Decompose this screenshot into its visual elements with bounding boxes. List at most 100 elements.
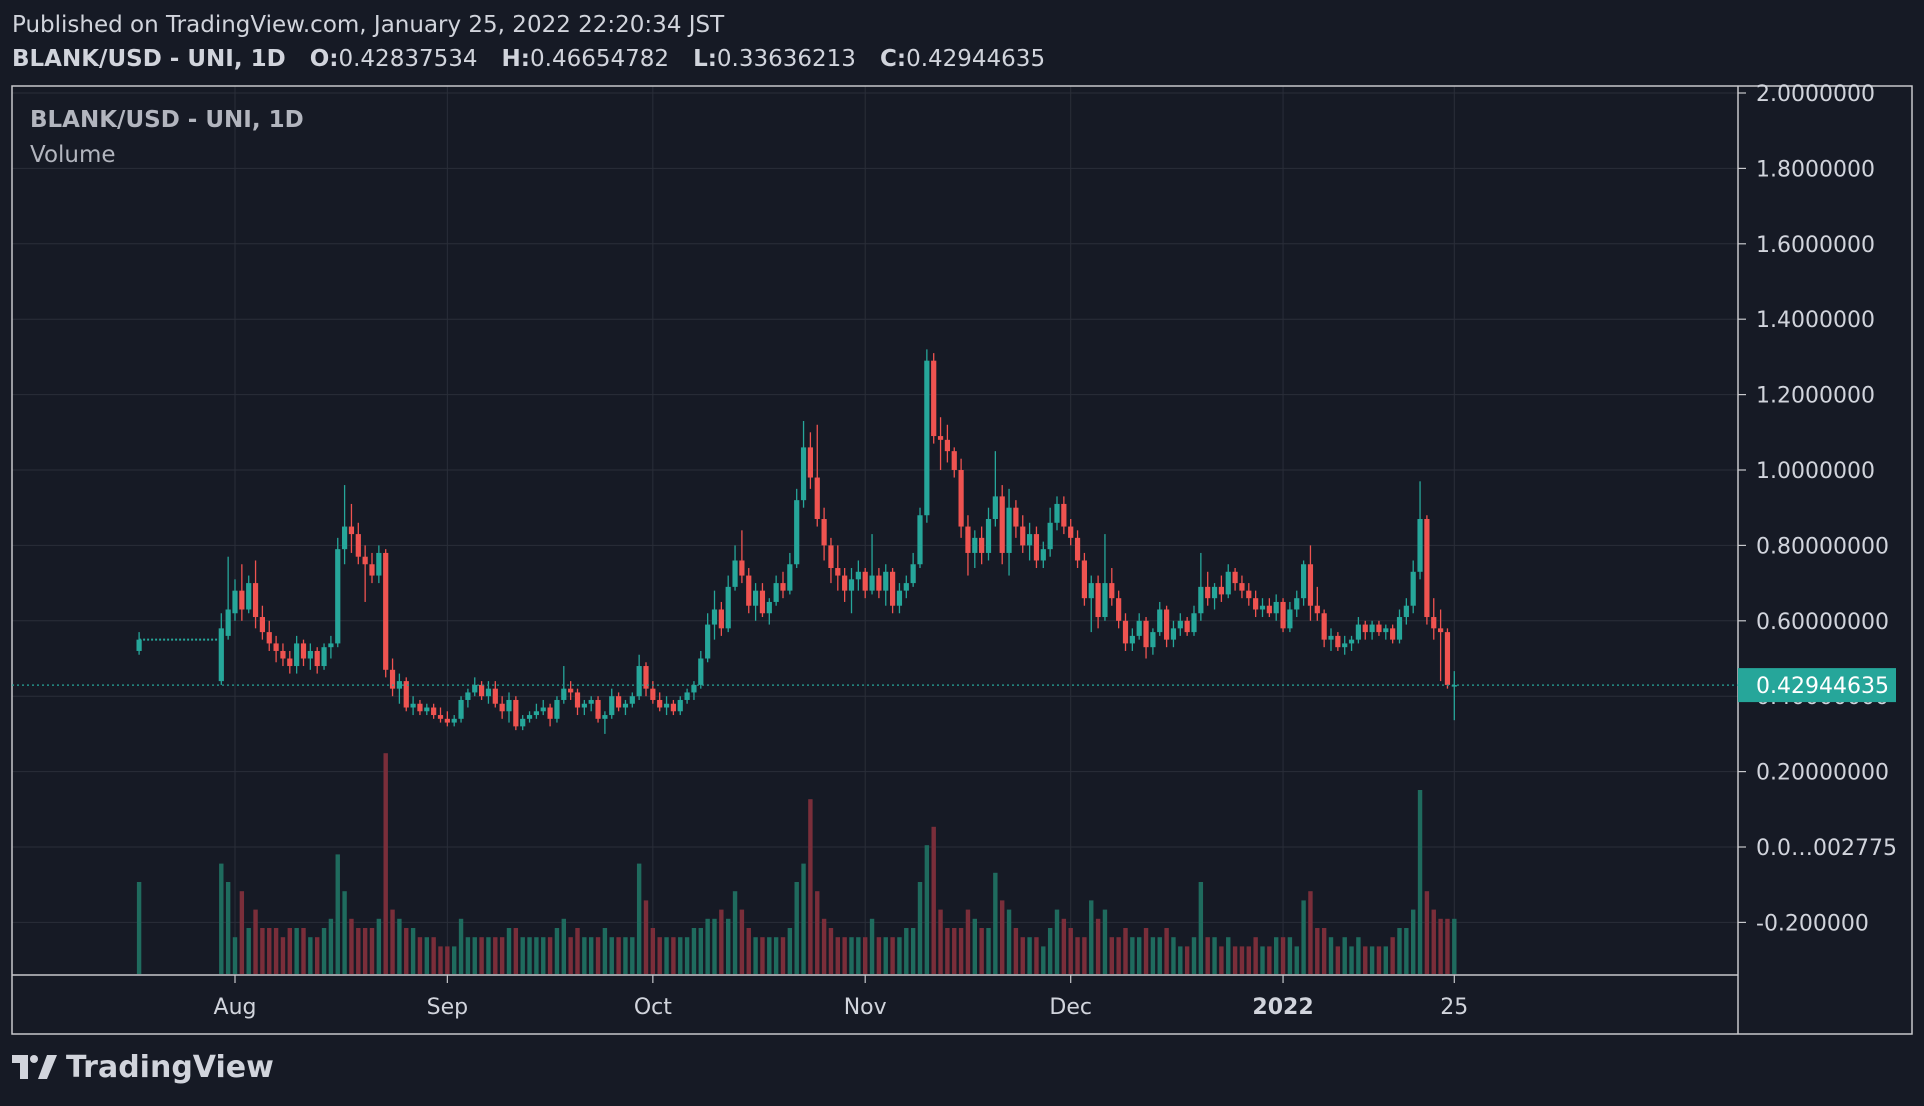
volume-bar (972, 918, 977, 974)
candle-body (1054, 503, 1060, 523)
candle-body (1102, 583, 1108, 618)
volume-bar (1000, 900, 1005, 974)
candle-body (1273, 601, 1279, 614)
candle-body (485, 688, 492, 697)
candle-body (383, 552, 389, 670)
legend-volume[interactable]: Volume (30, 142, 116, 168)
volume-bar (842, 937, 847, 974)
volume-bar (225, 882, 231, 974)
ohlc-symbol: BLANK/USD - UNI, 1D (12, 46, 286, 72)
volume-bar (1280, 937, 1286, 974)
volume-bar (445, 946, 450, 974)
price-axis[interactable]: 2.0000000 1.8000000 1.6000000 1.4000000 1.20… (1738, 82, 1897, 936)
candle-body (835, 568, 841, 576)
volume-bar (821, 918, 827, 974)
volume-bar (1335, 946, 1341, 974)
candle-body (376, 552, 382, 576)
volume-bar (1301, 900, 1306, 974)
volume-bar (1054, 909, 1060, 974)
candle-body (389, 669, 396, 689)
volume-bar (369, 928, 375, 974)
tradingview-logo[interactable]: TradingView (12, 1050, 274, 1085)
volume-bar (794, 882, 799, 974)
candle-body (1129, 635, 1135, 644)
candle-body (218, 628, 224, 682)
candle-body (869, 575, 875, 591)
volume-bar (1274, 937, 1279, 974)
price-tick-label: 1.6000000 (1756, 233, 1875, 258)
volume-bar (1150, 937, 1156, 974)
volume-bar (417, 937, 423, 974)
price-tick-label: 0.80000000 (1756, 534, 1889, 559)
volume-bar (1390, 937, 1395, 974)
candle-body (1116, 598, 1122, 621)
volume-bar (1349, 946, 1354, 974)
volume-bar (636, 863, 642, 974)
grid-lines (12, 86, 1738, 975)
candle-body (451, 718, 457, 723)
volume-bar (335, 854, 340, 974)
price-tick-label: 1.0000000 (1756, 459, 1875, 484)
volume-bar (308, 937, 313, 974)
volume-bar (1315, 928, 1320, 974)
volume-bar (273, 928, 279, 974)
candle-body (814, 477, 820, 520)
volume-bar (746, 928, 751, 974)
close-label: C: (879, 46, 907, 72)
candle-body (910, 564, 916, 584)
volume-bar (315, 937, 320, 974)
volume-bar (863, 937, 868, 974)
legend-symbol[interactable]: BLANK/USD - UNI, 1D (30, 107, 304, 133)
candle-body (314, 650, 320, 667)
volume-bar (458, 918, 464, 974)
candle-body (232, 590, 238, 614)
candle-body (684, 692, 690, 700)
candle-body (1225, 571, 1231, 595)
candle-body (1259, 605, 1266, 610)
candle-body (1232, 571, 1238, 584)
candle-body (999, 496, 1005, 553)
volume-bar (705, 918, 710, 974)
volume-bar (136, 882, 142, 974)
time-axis[interactable]: Aug Sep Oct Nov Dec 2022 25 (214, 975, 1469, 1020)
volume-bar (1157, 937, 1162, 974)
volume-bar (239, 891, 245, 974)
candle-body (437, 715, 444, 719)
candle-body (876, 575, 882, 591)
volume-bar (1075, 937, 1080, 974)
volume-bar (246, 928, 251, 974)
candle-body (1177, 620, 1183, 629)
low-label: L: (693, 46, 717, 72)
time-tick-label: Oct (634, 995, 672, 1020)
volume-bar (986, 928, 991, 974)
candle-body (533, 711, 539, 716)
volume-bar (232, 937, 238, 974)
candle-body (903, 583, 909, 591)
volume-bar (1205, 937, 1210, 974)
volume-bar (910, 928, 916, 974)
candle-body (1328, 635, 1334, 640)
candle-body (890, 571, 896, 606)
candle-body (1164, 609, 1170, 640)
candle-body (1211, 586, 1218, 599)
volume-bar (1212, 937, 1217, 974)
candle-body (1376, 624, 1382, 633)
volume-bar (739, 909, 745, 974)
candle-body (246, 583, 252, 610)
candle-body (1191, 613, 1197, 633)
candle-body (465, 692, 471, 700)
candle-body (1342, 643, 1348, 648)
volume-bar (1417, 790, 1423, 974)
published-note: Published on TradingView.com, January 25… (12, 12, 725, 38)
candle-body (1444, 632, 1451, 685)
candle-body (643, 666, 649, 689)
volume-bar (589, 937, 594, 974)
candle-body (1061, 503, 1067, 527)
candle-body (1294, 598, 1300, 610)
volume-bar (1089, 900, 1094, 974)
time-tick-label: 25 (1440, 995, 1468, 1020)
candle-body (287, 658, 293, 667)
volume-bar (1102, 909, 1108, 974)
candle-body (1205, 586, 1211, 599)
